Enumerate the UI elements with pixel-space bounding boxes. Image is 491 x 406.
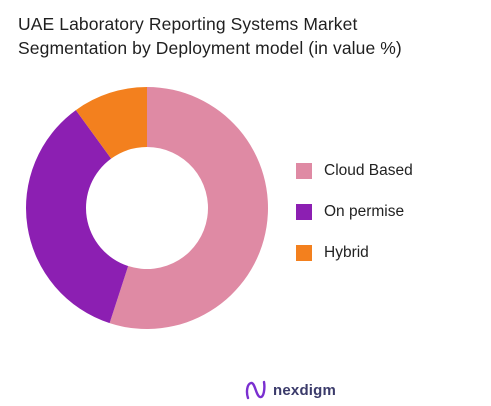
legend-item-hybrid: Hybrid xyxy=(296,242,413,263)
slice-cloud-based xyxy=(109,87,269,330)
slice-hybrid xyxy=(75,87,147,159)
legend-swatch xyxy=(296,203,312,220)
brand-name: nexdigm xyxy=(273,381,337,399)
legend-label: Cloud Based xyxy=(324,161,413,179)
legend-label: On permise xyxy=(324,202,405,220)
donut-slices xyxy=(26,87,269,330)
legend-swatch xyxy=(296,244,312,261)
legend-item-cloud-based: Cloud Based xyxy=(296,160,413,181)
brand: nexdigm xyxy=(244,380,336,400)
legend: Cloud Based On permise Hybrid xyxy=(296,160,413,283)
nexdigm-logo-icon xyxy=(245,380,266,400)
slice-on-permise xyxy=(26,110,129,324)
chart-title: UAE Laboratory Reporting Systems Market … xyxy=(18,14,402,58)
legend-label: Hybrid xyxy=(324,243,369,261)
legend-item-on-permise: On permise xyxy=(296,201,413,222)
legend-swatch xyxy=(296,162,312,179)
